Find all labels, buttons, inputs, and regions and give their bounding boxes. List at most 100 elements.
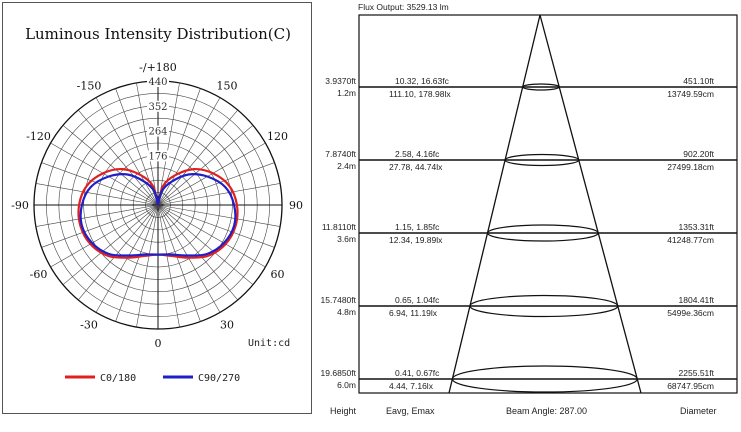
beam-ellipse — [504, 153, 580, 167]
diameter-cm: 27499.18cm — [667, 162, 714, 172]
height-ft: 3.9370ft — [325, 76, 356, 86]
grid-radial-line — [157, 142, 266, 206]
height-ft: 19.6850ft — [321, 368, 357, 378]
footer-beam-angle: Beam Angle: 287.00 — [506, 406, 587, 416]
grid-radial-line — [157, 109, 238, 206]
diameter-cm: 41248.77cm — [667, 235, 714, 245]
beam-ellipse — [522, 83, 560, 91]
angle-label: -90 — [11, 199, 29, 212]
eavg-fc: 2.58, 4.16fc — [395, 149, 440, 159]
diameter-cm: 5499e.36cm — [667, 308, 714, 318]
legend: C0/180 C90/270 — [65, 373, 240, 384]
cone-rows: 3.9370ft 1.2m 10.32, 16.63fc 111.10, 178.98… — [321, 76, 737, 393]
illuminance-cone-chart: Flux Output: 3529.13 lm 3.9370ft 1.2m 10.3… — [321, 2, 738, 416]
ring-label: 352 — [148, 102, 167, 113]
grid-radial-line — [157, 162, 275, 206]
cone-row: 3.9370ft 1.2m 10.32, 16.63fc 111.10, 178.98… — [325, 76, 737, 99]
grid-radial-line — [157, 82, 180, 206]
ring-label-bg — [147, 125, 169, 137]
height-ft: 7.8740ft — [325, 149, 356, 159]
angle-label: 60 — [271, 268, 285, 281]
diameter-ft: 1804.41ft — [679, 295, 715, 305]
ring-label: 440 — [148, 77, 167, 88]
grid-radial-line — [115, 204, 159, 322]
grid-radial-line — [136, 204, 159, 328]
diameter-ft: 2255.51ft — [679, 368, 715, 378]
footer-height: Height — [330, 406, 357, 416]
diameter-cm: 13749.59cm — [667, 89, 714, 99]
eavg-lx: 4.44, 7.16lx — [389, 381, 434, 391]
diameter-ft: 1353.31ft — [679, 222, 715, 232]
eavg-lx: 111.10, 178.98lx — [389, 89, 451, 99]
height-m: 1.2m — [337, 88, 356, 98]
cone-row: 7.8740ft 2.4m 2.58, 4.16fc 27.78, 44.74lx 90… — [325, 149, 737, 172]
eavg-lx: 27.78, 44.74lx — [389, 162, 443, 172]
eavg-fc: 0.41, 0.67fc — [395, 368, 440, 378]
grid-radial-line — [157, 125, 254, 206]
grid-radial-line — [78, 204, 159, 301]
grid-radial-line — [95, 97, 159, 206]
angle-label: 30 — [220, 319, 234, 332]
grid-radial-line — [157, 204, 180, 328]
eavg-lx: 6.94, 11.19lx — [389, 308, 438, 318]
angle-label: 0 — [155, 337, 162, 350]
unit-label: Unit:cd — [248, 338, 290, 349]
height-m: 4.8m — [337, 307, 356, 317]
ring-label: 176 — [148, 151, 167, 162]
grid-radial-line — [62, 125, 159, 206]
footer-diameter: Diameter — [680, 406, 717, 416]
eavg-lx: 12.34, 19.89lx — [389, 235, 443, 245]
grid-radial-line — [50, 142, 159, 206]
grid-radial-line — [41, 162, 159, 206]
angle-label: -120 — [26, 130, 51, 143]
grid-radial-line — [157, 204, 281, 227]
angle-label: -30 — [80, 319, 98, 332]
footer-eavg: Eavg, Emax — [386, 406, 435, 416]
beam-ellipse — [486, 224, 599, 242]
height-ft: 15.7480ft — [321, 295, 357, 305]
grid-radial-line — [157, 97, 221, 206]
cone-row: 19.6850ft 6.0m 0.41, 0.67fc 4.44, 7.16lx 225… — [321, 365, 737, 393]
grid-radial-line — [157, 204, 254, 285]
grid-radial-line — [157, 204, 201, 322]
beam-ellipse — [451, 365, 638, 393]
angle-label: -150 — [77, 79, 102, 92]
angle-label: 150 — [217, 79, 238, 92]
grid-radial-line — [35, 183, 159, 206]
grid-radial-line — [41, 204, 159, 248]
ring-label: 264 — [148, 127, 167, 138]
polar-title: Luminous Intensity Distribution(C) — [25, 25, 291, 43]
series-curve-c90-270 — [79, 173, 237, 257]
cone-right-edge — [539, 14, 642, 394]
angle-label: 120 — [267, 130, 288, 143]
cone-footer: Height Eavg, Emax Beam Angle: 287.00 Dia… — [330, 406, 717, 416]
legend-label-c0: C0/180 — [100, 373, 136, 384]
polar-chart-panel: Luminous Intensity Distribution(C) 176 26… — [2, 2, 312, 414]
angle-label: -60 — [30, 268, 48, 281]
grid-radial-line — [62, 204, 159, 285]
angle-label: 90 — [289, 199, 303, 212]
height-m: 2.4m — [337, 161, 356, 171]
ring-label-bg — [147, 150, 169, 162]
polar-chart: Luminous Intensity Distribution(C) 176 26… — [11, 25, 303, 384]
beam-ellipse — [469, 294, 619, 318]
eavg-fc: 10.32, 16.63fc — [395, 76, 450, 86]
grid-radial-line — [157, 204, 238, 301]
polar-angle-labels: -/+180 -150 150 -120 120 -90 90 -60 60 -30 30 0 — [11, 61, 303, 350]
cone-frame — [358, 14, 738, 394]
grid-radial-line — [157, 204, 275, 248]
flux-output: Flux Output: 3529.13 lm — [358, 2, 449, 12]
height-m: 3.6m — [337, 234, 356, 244]
diameter-ft: 902.20ft — [683, 149, 714, 159]
diameter-cm: 68747.95cm — [667, 381, 714, 391]
grid-radial-line — [35, 204, 159, 227]
cone-row: 15.7480ft 4.8m 0.65, 1.04fc 6.94, 11.19lx 18… — [321, 294, 737, 318]
ring-label-bg — [147, 100, 169, 112]
diameter-ft: 451.10ft — [683, 76, 714, 86]
ring-label-bg — [147, 76, 169, 87]
eavg-fc: 0.65, 1.04fc — [395, 295, 440, 305]
grid-radial-line — [157, 204, 266, 268]
grid-radial-line — [78, 109, 159, 206]
polar-series-group — [77, 167, 239, 259]
cone-left-edge — [448, 14, 541, 394]
